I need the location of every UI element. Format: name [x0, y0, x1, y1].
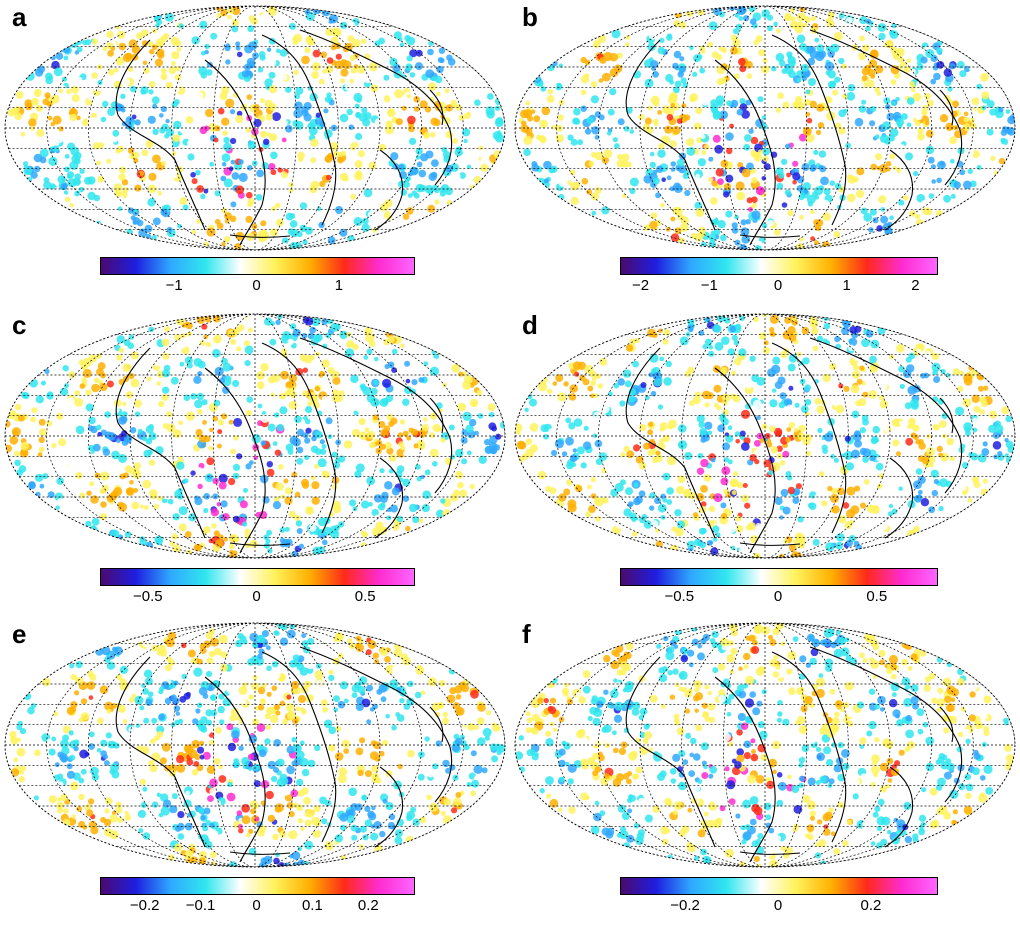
- colorbar-tick-label: 0: [252, 897, 261, 914]
- colorbar-tick-label: 2: [911, 277, 920, 294]
- colorbar-tick-label: −0.5: [133, 588, 163, 605]
- colorbar-tick-label: −1: [700, 277, 718, 294]
- mollweide-map: [4, 622, 506, 868]
- panel-label: d: [522, 310, 538, 340]
- mollweide-map: [514, 5, 1016, 251]
- colorbar: [100, 568, 415, 586]
- colorbar: [620, 877, 938, 895]
- colorbar-tick-label: −0.2: [670, 897, 700, 914]
- colorbar-tick-label: −1: [165, 277, 183, 294]
- panel-d: d −0.5 0 0.5: [510, 308, 1020, 616]
- panel-label: a: [12, 2, 27, 32]
- panel-c: c −0.5 0 0.5: [0, 308, 510, 616]
- panel-a: a −1 0 1: [0, 0, 510, 308]
- colorbar: [620, 568, 938, 586]
- panel-label: f: [522, 619, 531, 649]
- colorbar-tick-label: −0.5: [664, 588, 695, 605]
- panel-e: e −0.2 −0.1 0 0.1 0.2: [0, 617, 510, 925]
- colorbar-tick-label: 0.5: [866, 588, 888, 605]
- colorbar-tick-label: −0.1: [185, 897, 216, 914]
- colorbar-tick-label: 0.1: [301, 897, 323, 914]
- panel-b: b −2 −1 0 1 2: [510, 0, 1020, 308]
- mollweide-map: [4, 313, 506, 559]
- mollweide-map: [514, 313, 1016, 559]
- colorbar-tick-label: 1: [334, 277, 344, 294]
- colorbar-tick-label: 0.2: [860, 897, 882, 914]
- mollweide-map: [4, 5, 506, 251]
- colorbar-tick-label: 0: [773, 588, 783, 605]
- panel-label: b: [522, 2, 538, 32]
- panel-label: e: [12, 619, 27, 649]
- colorbar-tick-label: 0: [773, 897, 783, 914]
- colorbar: [100, 877, 415, 895]
- colorbar-tick-label: 1: [842, 277, 851, 294]
- colorbar: [620, 257, 938, 275]
- colorbar-tick-label: 0.5: [354, 588, 376, 605]
- panel-label: c: [12, 310, 27, 340]
- panel-f: f −0.2 0 0.2: [510, 617, 1020, 925]
- colorbar-tick-label: 0: [773, 277, 783, 294]
- colorbar: [100, 257, 415, 275]
- mollweide-map: [514, 622, 1016, 868]
- colorbar-tick-label: 0: [252, 277, 261, 294]
- colorbar-tick-label: −0.2: [129, 897, 160, 914]
- colorbar-tick-label: 0.2: [357, 897, 379, 914]
- colorbar-tick-label: 0: [252, 588, 261, 605]
- colorbar-tick-label: −2: [632, 277, 650, 294]
